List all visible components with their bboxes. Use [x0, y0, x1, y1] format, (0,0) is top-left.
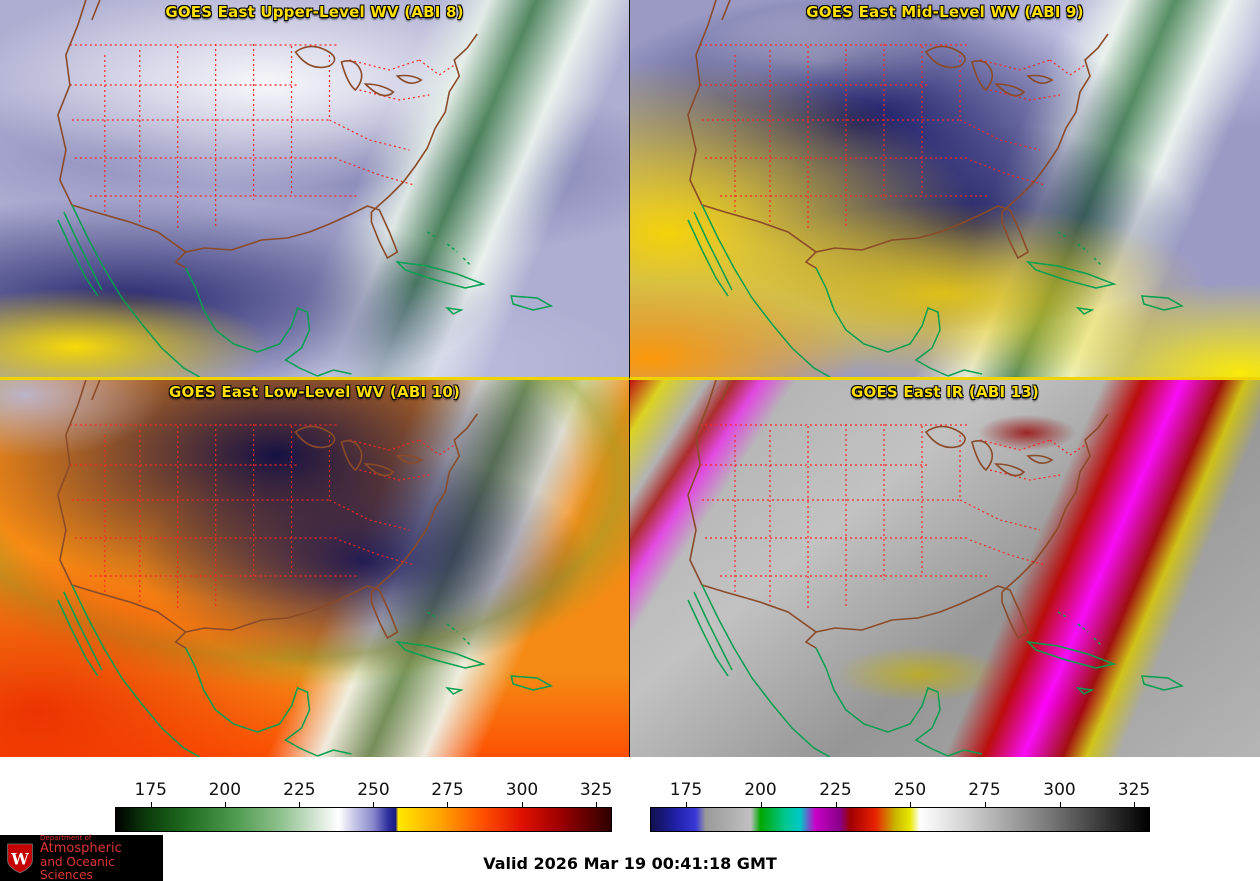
- colorbar-tick-mark: [984, 802, 986, 807]
- map-boundaries-overlay: [57, 0, 552, 377]
- colorbar-tick-label: 175: [669, 780, 703, 800]
- wv-colorbar-tick-labels: 175 200 225 250 275 300 325: [115, 777, 612, 807]
- uw-crest-logo: W: [7, 843, 33, 874]
- colorbar-tick-label: 175: [134, 780, 168, 800]
- map-boundaries-overlay: [57, 380, 552, 757]
- colorbar-tick-mark: [596, 802, 598, 807]
- colorbar-tick-label: 250: [357, 780, 390, 800]
- colorbar-tick-label: 325: [1117, 780, 1151, 800]
- colorbar-tick-mark: [299, 802, 301, 807]
- colorbar-tick-mark: [1134, 802, 1135, 807]
- colorbar-tick-mark: [522, 802, 524, 807]
- colorbar-tick-label: 325: [579, 780, 613, 800]
- footer: 175 200 225 250 275 300 325 175 200 225 250 275 300…: [0, 757, 1260, 881]
- colorbar-tick-mark: [910, 802, 911, 807]
- colorbar-tick-mark: [760, 802, 762, 807]
- map-boundaries-overlay: [687, 380, 1183, 757]
- colorbar-tick-mark: [373, 802, 375, 807]
- colorbar-tick-mark: [1059, 802, 1061, 807]
- valid-time-text: Valid 2026 Mar 19 00:41:18 GMT: [483, 854, 777, 873]
- colorbar-tick-label: 250: [893, 780, 927, 800]
- colorbar-tick-label: 225: [283, 780, 316, 800]
- satellite-imagery-ir: [630, 380, 1260, 757]
- colorbar-tick-mark: [150, 802, 152, 807]
- panel-upper-level-wv: GOES East Upper-Level WV (ABI 8): [0, 0, 630, 380]
- panel-ir: GOES East IR (ABI 13): [630, 380, 1260, 757]
- colorbar-tick-label: 300: [505, 780, 539, 800]
- wv-colorbar-gradient: [115, 807, 612, 832]
- colorbar-tick-label: 300: [1043, 780, 1076, 800]
- panel-title-low-level-wv: GOES East Low-Level WV (ABI 10): [168, 383, 461, 401]
- logo-line1: Atmospheric: [40, 841, 122, 857]
- ir-colorbar: 175 200 225 250 275 300 325: [650, 777, 1150, 832]
- logo-text: Department of Atmospheric and Oceanic Sc…: [40, 833, 157, 881]
- colorbar-tick-label: 200: [744, 780, 777, 800]
- panel-low-level-wv: GOES East Low-Level WV (ABI 10): [0, 380, 630, 757]
- colorbar-tick-mark: [686, 802, 687, 807]
- colorbar-tick-mark: [447, 802, 449, 807]
- satellite-imagery-upper-level-wv: [0, 0, 629, 377]
- satellite-imagery-low-level-wv: [0, 380, 629, 757]
- logo-box: W Department of Atmospheric and Oceanic …: [0, 833, 163, 881]
- colorbar-tick-mark: [835, 802, 837, 807]
- map-boundaries-overlay: [687, 0, 1183, 377]
- colorbar-tick-label: 225: [819, 780, 852, 800]
- panel-title-mid-level-wv: GOES East Mid-Level WV (ABI 9): [806, 3, 1084, 21]
- panel-mid-level-wv: GOES East Mid-Level WV (ABI 9): [630, 0, 1260, 380]
- colorbar-tick-label: 275: [431, 780, 464, 800]
- colorbar-tick-label: 200: [208, 780, 242, 800]
- ir-colorbar-gradient: [650, 807, 1150, 832]
- logo-line2: and Oceanic Sciences: [40, 854, 115, 881]
- ir-colorbar-tick-labels: 175 200 225 250 275 300 325: [650, 777, 1150, 807]
- quad-panel-grid: GOES East Upper-Level WV (ABI 8) GOES Ea…: [0, 0, 1260, 757]
- wv-colorbar: 175 200 225 250 275 300 325: [115, 777, 612, 832]
- colorbar-tick-label: 275: [968, 780, 1001, 800]
- panel-title-upper-level-wv: GOES East Upper-Level WV (ABI 8): [165, 3, 464, 21]
- satellite-imagery-mid-level-wv: [630, 0, 1260, 377]
- crest-letter: W: [10, 850, 29, 869]
- colorbar-tick-mark: [224, 802, 226, 807]
- panel-title-ir: GOES East IR (ABI 13): [850, 383, 1039, 401]
- logo-dept-label: Department of: [40, 833, 92, 842]
